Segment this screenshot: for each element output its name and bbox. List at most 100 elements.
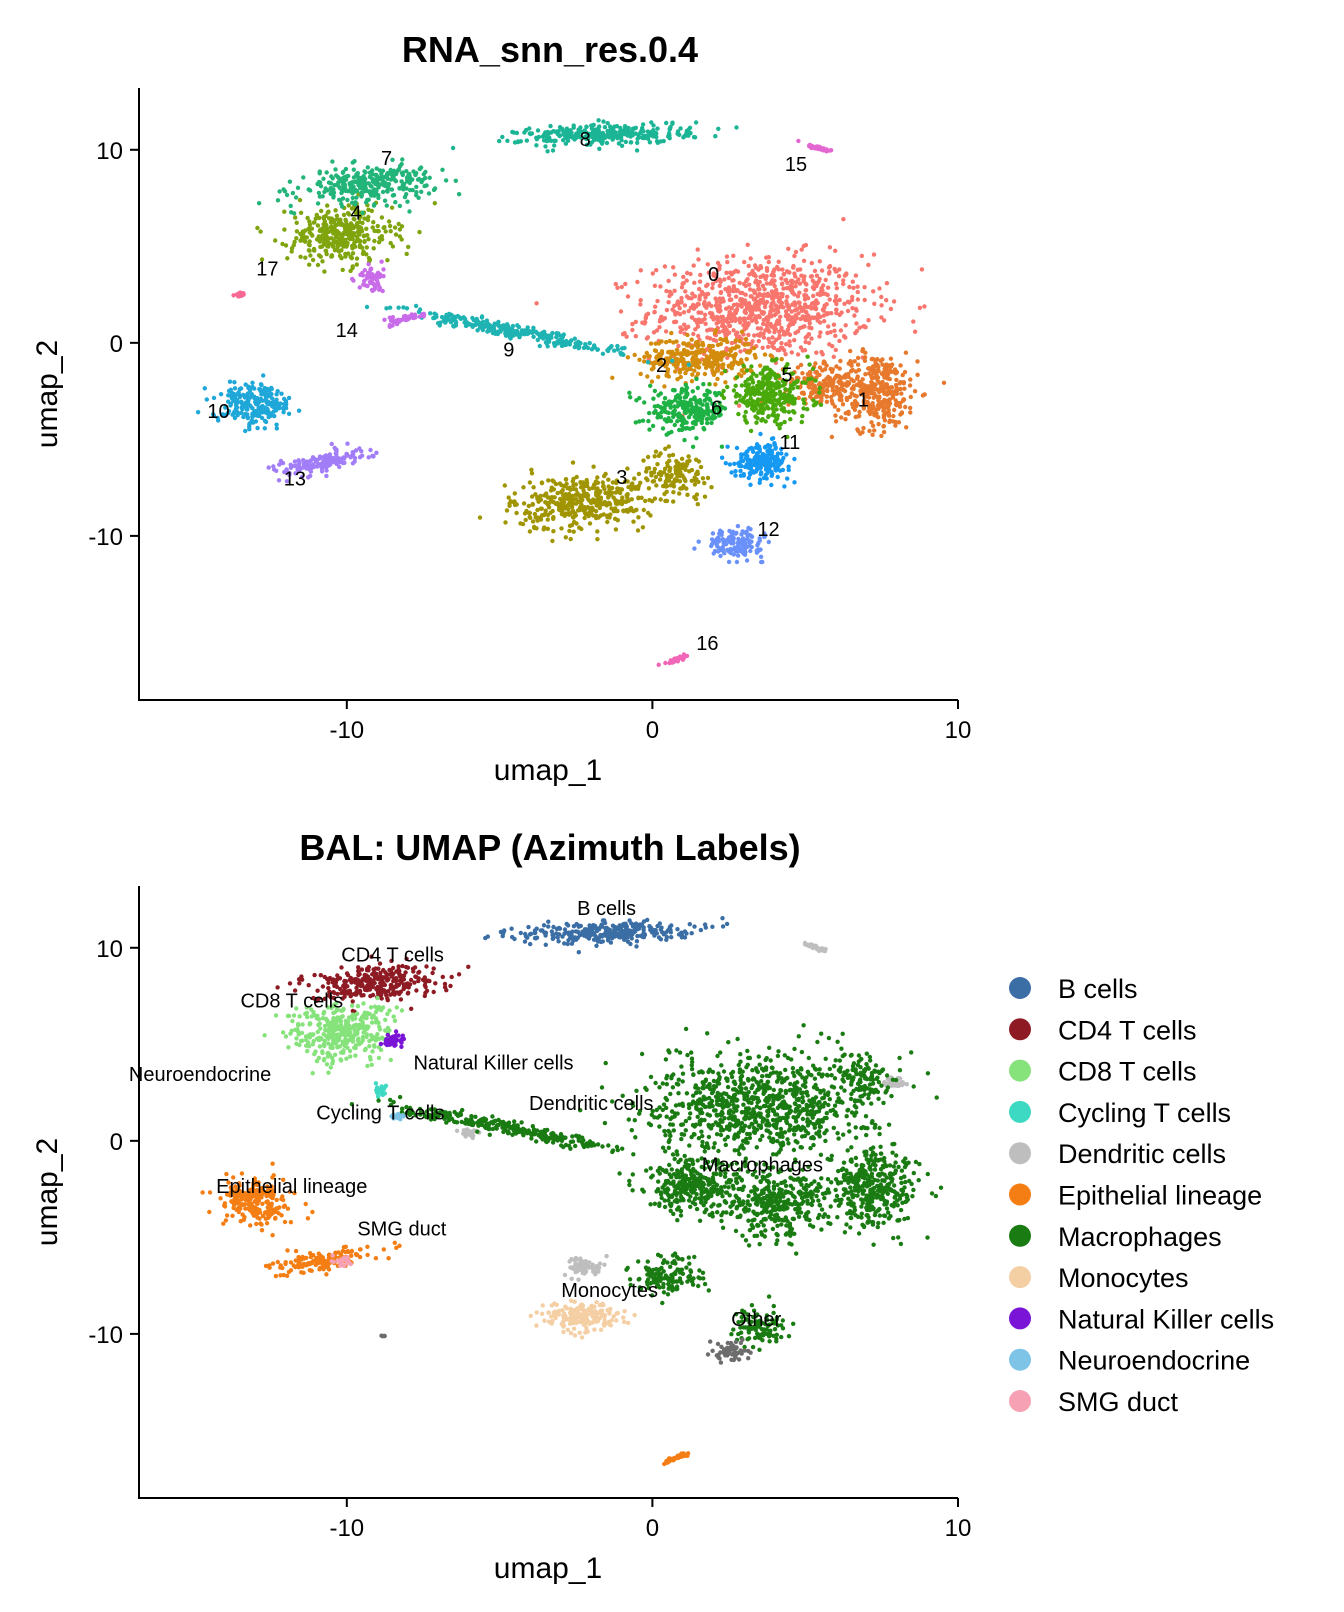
data-point xyxy=(497,138,502,144)
data-point xyxy=(517,335,522,340)
data-point xyxy=(577,507,583,513)
data-point xyxy=(687,458,692,463)
data-point xyxy=(530,501,535,507)
data-point xyxy=(738,298,743,303)
data-point xyxy=(722,325,727,330)
data-point xyxy=(653,360,659,365)
data-point xyxy=(606,493,611,499)
data-point xyxy=(779,341,784,346)
data-point xyxy=(645,133,650,139)
data-point xyxy=(650,271,655,276)
data-point xyxy=(780,467,786,473)
data-point xyxy=(643,316,648,321)
data-point xyxy=(758,431,763,437)
data-point xyxy=(365,165,370,170)
data-point xyxy=(639,495,644,500)
data-point xyxy=(653,449,659,454)
data-point xyxy=(332,445,337,451)
data-point xyxy=(873,357,878,363)
data-point xyxy=(810,285,816,290)
cluster-label: 14 xyxy=(336,320,358,342)
data-point xyxy=(870,401,875,406)
data-point xyxy=(608,512,613,517)
data-point xyxy=(431,315,436,321)
data-point xyxy=(647,497,652,503)
cluster-label: 11 xyxy=(780,432,801,454)
data-point xyxy=(673,312,678,317)
data-point xyxy=(798,362,804,368)
data-point xyxy=(845,308,851,314)
data-point xyxy=(242,402,247,407)
data-point xyxy=(243,428,248,434)
data-point xyxy=(726,305,732,310)
data-point xyxy=(600,351,606,356)
data-point xyxy=(757,333,762,338)
data-point xyxy=(709,543,714,549)
data-point xyxy=(693,353,699,358)
data-point xyxy=(253,419,259,424)
data-point xyxy=(329,254,334,259)
data-point xyxy=(784,299,789,304)
data-point xyxy=(612,348,617,353)
data-point xyxy=(427,175,432,180)
data-point xyxy=(754,320,759,325)
data-point xyxy=(717,296,722,301)
data-point xyxy=(301,238,307,243)
data-point xyxy=(649,470,654,475)
data-point xyxy=(837,366,842,371)
data-point xyxy=(718,290,723,296)
data-point xyxy=(655,462,660,467)
data-point xyxy=(789,309,794,314)
cluster-points-4 xyxy=(255,190,437,274)
data-point xyxy=(342,178,347,184)
data-point xyxy=(526,503,531,509)
data-point xyxy=(542,525,547,530)
data-point xyxy=(801,258,807,263)
data-point xyxy=(695,502,700,507)
data-point xyxy=(372,238,377,244)
data-point xyxy=(786,392,791,398)
data-point xyxy=(691,263,696,268)
data-point xyxy=(370,277,375,282)
cluster-points-0 xyxy=(534,217,927,419)
data-point xyxy=(419,189,424,194)
data-point xyxy=(647,410,652,416)
data-point xyxy=(726,285,732,290)
data-point xyxy=(525,328,531,333)
data-point xyxy=(543,144,548,149)
data-point xyxy=(700,402,705,407)
data-point xyxy=(764,255,769,260)
data-point xyxy=(729,470,734,475)
data-point xyxy=(350,160,355,165)
cluster-label: 1 xyxy=(858,390,869,412)
data-point xyxy=(881,424,886,429)
data-point xyxy=(713,338,719,343)
data-point xyxy=(336,176,342,181)
data-point xyxy=(652,283,658,288)
data-point xyxy=(758,477,763,482)
data-point xyxy=(333,167,338,172)
data-point xyxy=(672,352,677,357)
data-point xyxy=(715,318,721,323)
data-point xyxy=(266,465,271,470)
data-point xyxy=(350,246,355,251)
data-point xyxy=(795,306,800,312)
data-point xyxy=(500,324,505,330)
data-point xyxy=(885,372,890,377)
data-point xyxy=(703,365,709,370)
data-point xyxy=(296,463,302,468)
cluster-points-16 xyxy=(656,652,690,667)
data-point xyxy=(370,453,375,458)
data-point xyxy=(762,352,768,357)
data-point xyxy=(843,411,848,416)
data-point xyxy=(587,521,593,526)
data-point xyxy=(857,325,862,330)
data-point xyxy=(781,286,786,291)
data-point xyxy=(864,385,869,391)
data-point xyxy=(399,170,405,176)
data-point xyxy=(769,324,774,329)
data-point xyxy=(379,215,385,220)
data-point xyxy=(615,285,620,290)
data-point xyxy=(804,310,809,315)
data-point xyxy=(882,318,887,323)
